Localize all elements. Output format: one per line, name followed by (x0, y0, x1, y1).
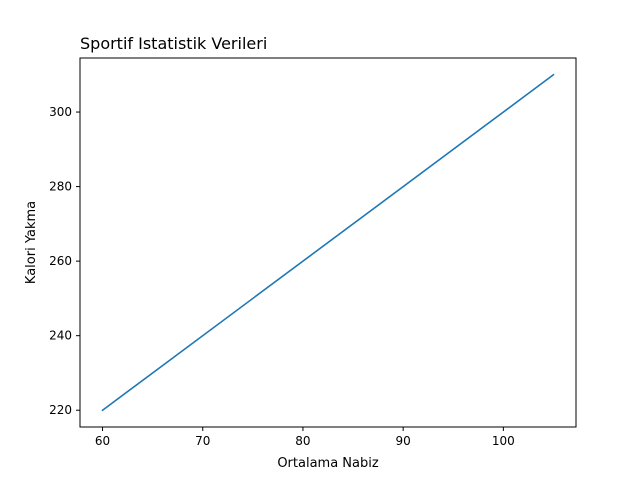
x-axis-label: Ortalama Nabiz (277, 456, 379, 471)
x-tick-label: 100 (492, 434, 515, 448)
x-tick-label: 70 (195, 434, 210, 448)
x-axis-ticks: 60 70 80 90 100 (95, 427, 515, 448)
series-layer (101, 73, 555, 412)
x-tick-label: 80 (295, 434, 310, 448)
y-tick-label: 240 (49, 329, 72, 343)
y-axis-ticks: 220 240 260 280 300 (49, 105, 80, 417)
y-tick-label: 220 (49, 403, 72, 417)
series-line-0 (101, 73, 555, 412)
y-tick-label: 280 (49, 180, 72, 194)
plot-area (79, 57, 577, 428)
x-tick-label: 90 (396, 434, 411, 448)
y-tick-label: 260 (49, 254, 72, 268)
y-tick-label: 300 (49, 105, 72, 119)
axes-frame (79, 57, 577, 428)
x-tick-label: 60 (95, 434, 110, 448)
y-axis-label: Kalori Yakma (24, 201, 39, 284)
chart-title: Sportif Istatistik Verileri (80, 34, 267, 53)
